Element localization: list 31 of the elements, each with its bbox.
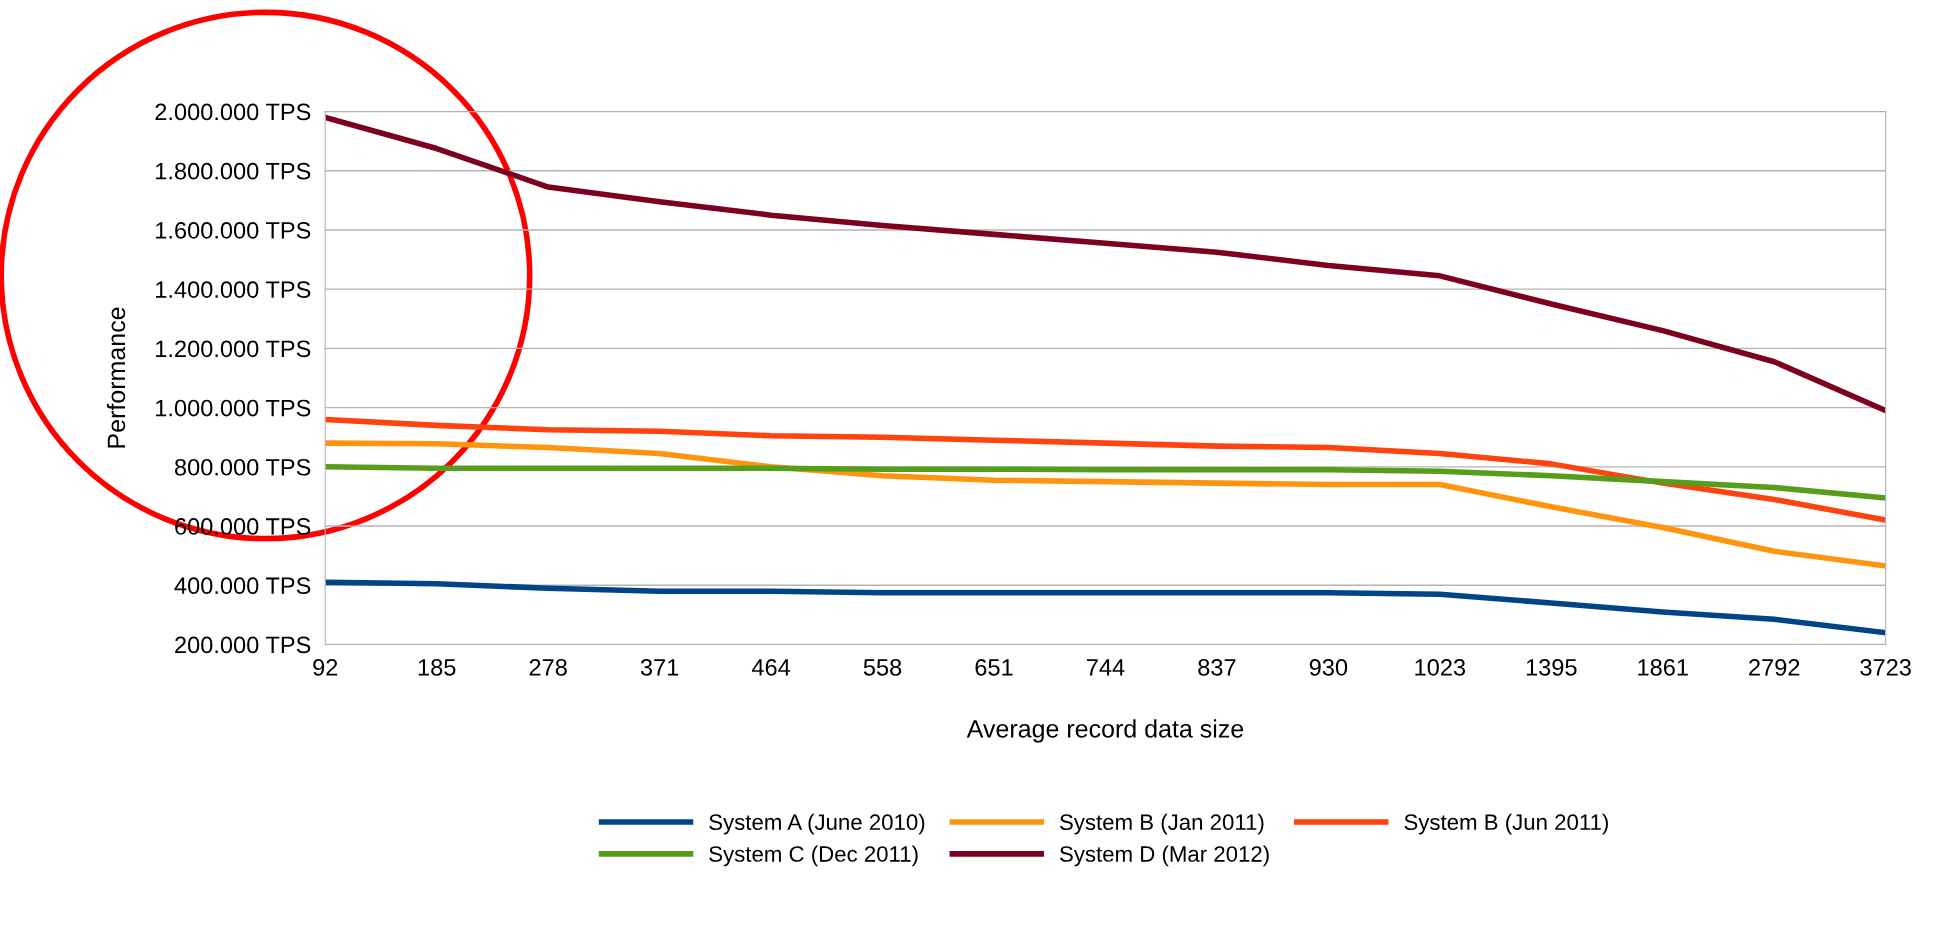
legend-label: System A (June 2010) <box>709 813 925 835</box>
y-tick-label: 1.200.000 TPS <box>156 340 311 358</box>
x-tick-label: 2792 <box>1749 659 1800 676</box>
y-tick-label: 2.000.000 TPS <box>155 103 311 121</box>
legend-label: System B (Jun 2011) <box>1404 813 1608 835</box>
legend-label: System C (Dec 2011) <box>709 845 918 867</box>
x-tick-label: 1023 <box>1415 659 1466 676</box>
legend-label: System B (Jan 2011) <box>1060 813 1264 835</box>
y-tick-label: 800.000 TPS <box>174 458 311 476</box>
y-tick-label: 200.000 TPS <box>175 636 311 654</box>
y-tick-label: 1.000.000 TPS <box>156 399 311 417</box>
x-tick-label: 185 <box>418 659 456 676</box>
y-tick-label: 1.400.000 TPS <box>156 281 311 298</box>
x-tick-label: 3723 <box>1860 659 1911 676</box>
y-tick-label: 1.600.000 TPS <box>156 222 311 239</box>
x-tick-label: 837 <box>1198 659 1236 676</box>
x-tick-label: 1861 <box>1638 659 1688 676</box>
y-tick-label: 400.000 TPS <box>174 577 311 595</box>
x-axis-title: Average record data size <box>966 719 1244 743</box>
x-tick-label: 278 <box>529 659 567 676</box>
x-tick-label: 558 <box>863 659 902 676</box>
x-tick-label: 371 <box>640 659 679 676</box>
x-tick-label: 744 <box>1086 659 1125 676</box>
legend-label: System D (Mar 2012) <box>1060 845 1269 867</box>
y-axis-title: Performance <box>106 307 126 448</box>
x-tick-label: 464 <box>751 659 791 676</box>
y-tick-label: 1.800.000 TPS <box>156 162 311 180</box>
x-tick-label: 651 <box>975 659 1013 676</box>
x-tick-label: 92 <box>313 659 338 676</box>
x-tick-label: 1395 <box>1526 659 1577 676</box>
x-tick-label: 930 <box>1309 659 1348 676</box>
